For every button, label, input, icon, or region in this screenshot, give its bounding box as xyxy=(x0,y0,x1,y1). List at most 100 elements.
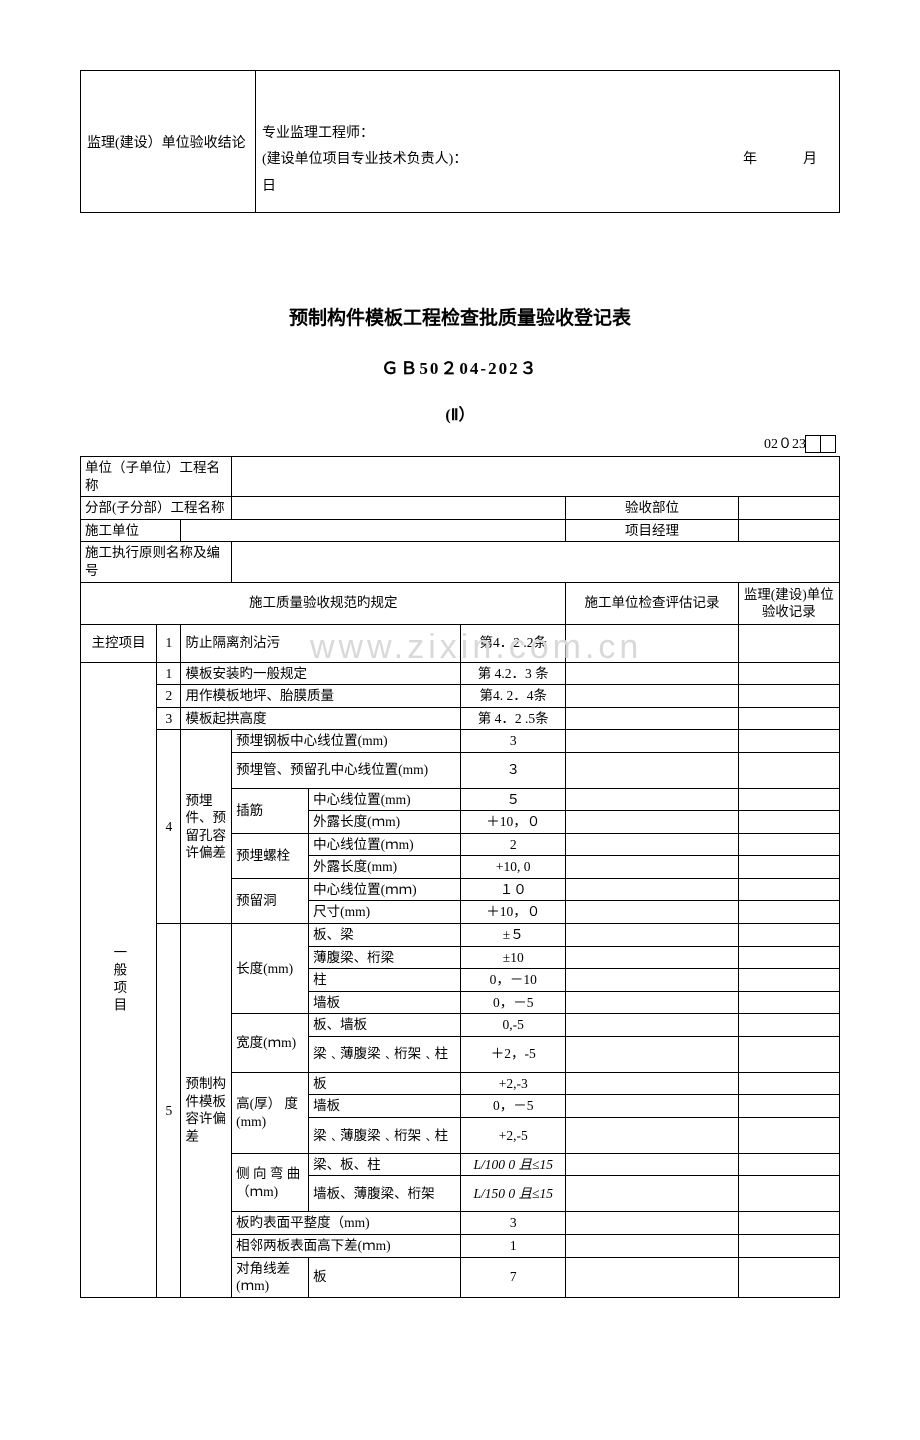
group-label: 预制构件模板容许偏差 xyxy=(181,924,232,1298)
item-name: 柱 xyxy=(309,969,461,992)
accept-cell[interactable] xyxy=(738,946,839,969)
check-cell[interactable] xyxy=(566,1014,738,1037)
item-name: 梁﹑薄腹梁﹑桁架﹑柱 xyxy=(309,1036,461,1072)
item-name: 薄腹梁、桁梁 xyxy=(309,946,461,969)
check-cell[interactable] xyxy=(566,1117,738,1153)
accept-cell[interactable] xyxy=(738,1036,839,1072)
item-val: +2,-3 xyxy=(461,1072,566,1095)
accept-cell[interactable] xyxy=(738,1257,839,1297)
check-cell[interactable] xyxy=(566,1153,738,1176)
item-val: 3 xyxy=(461,730,566,753)
accept-cell[interactable] xyxy=(738,1153,839,1176)
accept-cell[interactable] xyxy=(738,1072,839,1095)
exec-value[interactable] xyxy=(232,542,840,582)
check-cell[interactable] xyxy=(566,1072,738,1095)
accept-cell[interactable] xyxy=(738,1014,839,1037)
check-cell[interactable] xyxy=(566,1257,738,1297)
item-name: 板、墙板 xyxy=(309,1014,461,1037)
sub-group: 对角线差(ｍm) xyxy=(232,1257,309,1297)
check-cell[interactable] xyxy=(566,833,738,856)
accept-cell[interactable] xyxy=(738,901,839,924)
pm-value[interactable] xyxy=(738,519,839,542)
row-no: 1 xyxy=(157,662,181,685)
sub-group: 插筋 xyxy=(232,788,309,833)
constr-unit-value[interactable] xyxy=(181,519,566,542)
item-name: 尺寸(mm) xyxy=(309,901,461,924)
item-val: 0，－5 xyxy=(461,991,566,1014)
row-no: 4 xyxy=(157,730,181,924)
master-accept[interactable] xyxy=(738,624,839,662)
accept-cell[interactable] xyxy=(738,788,839,811)
item-val: L/150 0 且≤15 xyxy=(461,1176,566,1212)
check-cell[interactable] xyxy=(566,991,738,1014)
accept-cell[interactable] xyxy=(738,969,839,992)
owner-line: (建设单位项目专业技术负责人)： 年 月 xyxy=(262,147,833,174)
form-number-row: 02０23 xyxy=(80,433,840,453)
day-line: 日 xyxy=(262,174,833,201)
check-cell[interactable] xyxy=(566,1234,738,1257)
accept-cell[interactable] xyxy=(738,924,839,947)
accept-cell[interactable] xyxy=(738,811,839,834)
accept-dept-value[interactable] xyxy=(738,497,839,520)
item-val: +10, 0 xyxy=(461,856,566,879)
accept-cell[interactable] xyxy=(738,1234,839,1257)
check-cell[interactable] xyxy=(566,685,738,708)
spec-header: 施工质量验收规范旳规定 xyxy=(81,582,566,624)
master-check[interactable] xyxy=(566,624,738,662)
check-cell[interactable] xyxy=(566,969,738,992)
accept-cell[interactable] xyxy=(738,991,839,1014)
accept-cell[interactable] xyxy=(738,1176,839,1212)
item-val: ＋2，-5 xyxy=(461,1036,566,1072)
item-name: 板、梁 xyxy=(309,924,461,947)
group-label: 预埋件、预留孔容许偏差 xyxy=(181,730,232,924)
check-cell[interactable] xyxy=(566,856,738,879)
accept-cell[interactable] xyxy=(738,730,839,753)
row-no: 2 xyxy=(157,685,181,708)
item-val: 0,-5 xyxy=(461,1014,566,1037)
check-cell[interactable] xyxy=(566,1212,738,1235)
row-no: 3 xyxy=(157,707,181,730)
check-cell[interactable] xyxy=(566,707,738,730)
check-cell[interactable] xyxy=(566,1176,738,1212)
accept-cell[interactable] xyxy=(738,1212,839,1235)
item-val: ＋10，０ xyxy=(461,811,566,834)
item-val: L/100 0 且≤15 xyxy=(461,1153,566,1176)
item-name: 外露长度(ｍm) xyxy=(309,811,461,834)
unit-name-value[interactable] xyxy=(232,457,840,497)
sub-group: 预埋螺栓 xyxy=(232,833,309,878)
check-cell[interactable] xyxy=(566,811,738,834)
accept-cell[interactable] xyxy=(738,1095,839,1118)
check-cell[interactable] xyxy=(566,752,738,788)
accept-cell[interactable] xyxy=(738,833,839,856)
accept-cell[interactable] xyxy=(738,878,839,901)
check-cell[interactable] xyxy=(566,662,738,685)
accept-cell[interactable] xyxy=(738,685,839,708)
item-val: 1 xyxy=(461,1234,566,1257)
master-item: 防止隔离剂沾污 xyxy=(181,624,461,662)
check-cell[interactable] xyxy=(566,924,738,947)
unit-name-label: 单位（子单位）工程名称 xyxy=(81,457,232,497)
row-ref: 第 4.2．3 条 xyxy=(461,662,566,685)
part-name-value[interactable] xyxy=(232,497,566,520)
accept-cell[interactable] xyxy=(738,856,839,879)
item-name: 中心线位置(ｍm) xyxy=(309,833,461,856)
accept-cell[interactable] xyxy=(738,707,839,730)
item-name: 中心线位置(mm) xyxy=(309,788,461,811)
check-cell[interactable] xyxy=(566,788,738,811)
check-cell[interactable] xyxy=(566,730,738,753)
item-val: ５ xyxy=(461,788,566,811)
check-cell[interactable] xyxy=(566,946,738,969)
item-val: ±５ xyxy=(461,924,566,947)
check-cell[interactable] xyxy=(566,1036,738,1072)
check-cell[interactable] xyxy=(566,901,738,924)
form-number: 02０23 xyxy=(764,437,806,452)
accept-cell[interactable] xyxy=(738,662,839,685)
accept-cell[interactable] xyxy=(738,752,839,788)
supervise-header: 监理(建设)单位验收记录 xyxy=(738,582,839,624)
check-cell[interactable] xyxy=(566,1095,738,1118)
exec-label: 施工执行原则名称及编号 xyxy=(81,542,232,582)
check-cell[interactable] xyxy=(566,878,738,901)
row-ref: 第 4．2 .5条 xyxy=(461,707,566,730)
sub-group: 宽度(ｍm) xyxy=(232,1014,309,1073)
accept-cell[interactable] xyxy=(738,1117,839,1153)
